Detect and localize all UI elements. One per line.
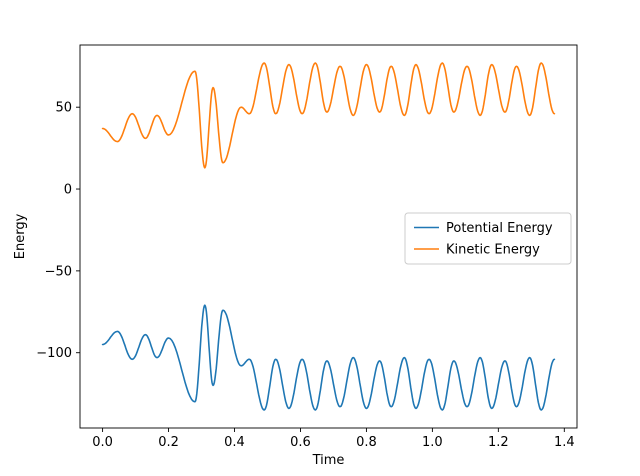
legend-label: Kinetic Energy xyxy=(446,243,540,258)
x-axis-label: Time xyxy=(312,453,345,468)
legend-label: Potential Energy xyxy=(446,221,553,236)
legend-frame xyxy=(404,212,572,265)
x-tick-label: 1.2 xyxy=(488,435,509,450)
series-line-potential-energy xyxy=(101,304,556,411)
y-tick-label: 0 xyxy=(64,183,72,198)
x-tick-label: 0.2 xyxy=(158,435,179,450)
y-tick-label: −50 xyxy=(45,264,72,279)
x-tick-label: 1.4 xyxy=(554,435,575,450)
x-tick-label: 0.8 xyxy=(356,435,377,450)
x-tick-label: 0.0 xyxy=(92,435,113,450)
x-tick-label: 0.6 xyxy=(290,435,311,450)
series-line-kinetic-energy xyxy=(101,62,556,169)
x-tick-label: 0.4 xyxy=(224,435,245,450)
y-tick-label: −100 xyxy=(36,346,72,361)
y-tick-label: 50 xyxy=(55,101,72,116)
legend: Potential Energy Kinetic Energy xyxy=(404,212,572,265)
x-tick-label: 1.0 xyxy=(422,435,443,450)
y-axis-label: Energy xyxy=(13,213,28,259)
